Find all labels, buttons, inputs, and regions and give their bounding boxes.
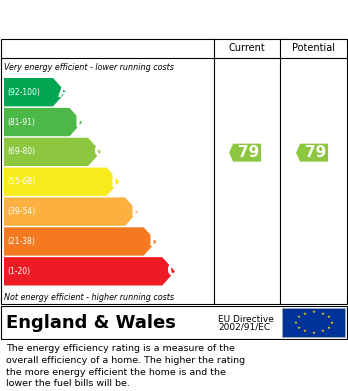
Text: ★: ★ xyxy=(303,312,307,316)
Polygon shape xyxy=(4,197,138,226)
Text: Very energy efficient - lower running costs: Very energy efficient - lower running co… xyxy=(4,63,174,72)
Text: EU Directive: EU Directive xyxy=(218,315,274,324)
Text: (39-54): (39-54) xyxy=(7,207,35,216)
Text: The energy efficiency rating is a measure of the
overall efficiency of a home. T: The energy efficiency rating is a measur… xyxy=(6,344,245,388)
Text: B: B xyxy=(74,113,87,131)
Text: ★: ★ xyxy=(329,321,333,325)
Text: ★: ★ xyxy=(296,326,300,330)
Text: ★: ★ xyxy=(321,329,324,334)
Text: ★: ★ xyxy=(303,329,307,334)
Text: Potential: Potential xyxy=(292,43,335,53)
Text: 2002/91/EC: 2002/91/EC xyxy=(218,322,270,331)
Polygon shape xyxy=(4,257,175,285)
Text: (21-38): (21-38) xyxy=(7,237,35,246)
Text: A: A xyxy=(57,83,70,101)
Text: 79: 79 xyxy=(238,145,260,160)
Text: ★: ★ xyxy=(311,331,316,335)
Text: E: E xyxy=(130,203,142,221)
Polygon shape xyxy=(4,168,119,196)
Text: ★: ★ xyxy=(327,316,331,319)
Text: ★: ★ xyxy=(311,310,316,314)
Text: (92-100): (92-100) xyxy=(7,88,40,97)
Text: Current: Current xyxy=(229,43,266,53)
Text: Energy Efficiency Rating: Energy Efficiency Rating xyxy=(9,10,238,28)
Text: ★: ★ xyxy=(294,321,298,325)
Text: ★: ★ xyxy=(321,312,324,316)
Text: D: D xyxy=(111,173,124,191)
Text: (69-80): (69-80) xyxy=(7,147,35,156)
Bar xyxy=(282,308,345,337)
Text: ★: ★ xyxy=(296,316,300,319)
Text: (55-68): (55-68) xyxy=(7,177,35,186)
Text: G: G xyxy=(166,262,180,280)
Text: (81-91): (81-91) xyxy=(7,118,35,127)
Polygon shape xyxy=(4,138,101,166)
Polygon shape xyxy=(229,143,261,161)
Text: ★: ★ xyxy=(327,326,331,330)
Text: 79: 79 xyxy=(306,145,327,160)
Polygon shape xyxy=(4,227,157,256)
Text: C: C xyxy=(93,143,105,161)
Polygon shape xyxy=(4,78,66,106)
Text: F: F xyxy=(149,233,160,251)
Polygon shape xyxy=(296,143,328,161)
Text: Not energy efficient - higher running costs: Not energy efficient - higher running co… xyxy=(4,292,174,301)
Polygon shape xyxy=(4,108,82,136)
Text: (1-20): (1-20) xyxy=(7,267,30,276)
Text: England & Wales: England & Wales xyxy=(6,314,176,332)
